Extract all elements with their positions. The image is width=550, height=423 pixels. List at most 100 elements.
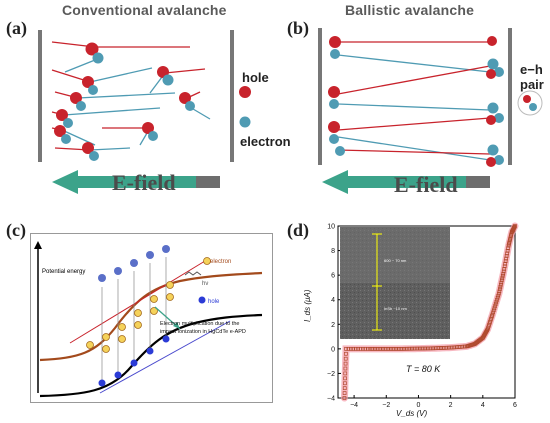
- e-h-pair: [56, 109, 73, 128]
- c-hole-label: hole: [208, 299, 220, 305]
- holes: [98, 296, 206, 387]
- electron-trajectory: [64, 59, 96, 73]
- data-point: [498, 282, 503, 287]
- inset-label: InSb ~10 nm: [384, 306, 407, 311]
- efield-arrow-icon: [52, 170, 215, 194]
- panel-b-diagram: [318, 28, 543, 194]
- data-point: [499, 278, 504, 283]
- data-point: [491, 308, 496, 313]
- e-h-pair: [85, 42, 104, 64]
- data-point: [497, 289, 502, 294]
- panel-d-label: (d): [287, 220, 309, 240]
- x-tick-label: −4: [350, 402, 358, 409]
- efield-label-a: E-field: [112, 170, 176, 195]
- e-h-pair: [142, 122, 158, 141]
- y-tick-label: 2: [331, 322, 335, 329]
- data-point: [342, 391, 347, 395]
- data-point: [491, 310, 495, 315]
- y-tick-label: 4: [331, 297, 335, 304]
- data-point: [342, 396, 347, 400]
- data-point: [498, 285, 503, 289]
- d-temperature: T = 80 K: [406, 364, 441, 374]
- valence-band: [39, 313, 263, 398]
- electron-trajectory: [337, 136, 491, 161]
- data-point: [505, 248, 510, 253]
- data-point: [513, 224, 517, 228]
- hole-trajectory: [337, 65, 491, 95]
- photon-icon: [184, 271, 202, 276]
- electrons: [86, 257, 211, 353]
- e-h-pair: [82, 142, 99, 161]
- data-point: [500, 276, 505, 280]
- data-point: [505, 251, 509, 256]
- e-h-pair: [179, 92, 195, 111]
- x-tick-label: 0: [417, 402, 421, 409]
- c-hv-label: hν: [202, 281, 208, 287]
- e-h-pair: [329, 36, 341, 59]
- d-xlabel: V_ds (V): [396, 409, 427, 418]
- y-tick-label: 10: [327, 224, 335, 231]
- data-point: [343, 361, 348, 366]
- y-tick-label: 6: [331, 273, 335, 280]
- hole-trajectory: [164, 68, 206, 74]
- e-h-pair: [486, 102, 504, 125]
- panel-c-label: (c): [6, 220, 26, 240]
- data-point: [503, 259, 508, 263]
- electron-trajectory: [337, 54, 491, 73]
- y-tick-label: 8: [331, 248, 335, 255]
- data-point: [497, 291, 501, 296]
- hole-legend-icon: [239, 86, 251, 98]
- hole-legend-label: hole: [242, 70, 269, 85]
- carrier-pairs: [54, 42, 195, 161]
- e-h-pair: [486, 144, 504, 167]
- eh-pair-legend-label: e−h pair: [520, 62, 544, 92]
- data-point: [501, 271, 506, 276]
- data-point: [499, 280, 504, 285]
- data-point: [495, 297, 499, 302]
- y-tick-label: −2: [327, 371, 335, 378]
- e-h-pair: [486, 58, 504, 79]
- panel-a-title: Conventional avalanche: [62, 2, 227, 18]
- efield-label-b: E-field: [394, 172, 458, 197]
- data-point: [356, 347, 360, 351]
- data-point: [494, 300, 499, 304]
- data-point: [504, 256, 508, 261]
- electron-legend-label: electron: [240, 134, 291, 149]
- e-h-pair: [82, 76, 98, 95]
- electron-trajectory: [63, 107, 161, 116]
- data-point: [496, 293, 501, 298]
- x-tick-label: −2: [382, 402, 390, 409]
- data-point: [344, 347, 348, 351]
- data-point: [493, 302, 498, 306]
- efield-arrow-icon: [322, 170, 485, 194]
- data-point: [502, 267, 507, 271]
- electron-trajectory: [89, 147, 131, 151]
- data-point: [343, 376, 347, 381]
- e-h-pair: [328, 86, 340, 109]
- panel-c-diagram: Potential energy electron hole hν: [30, 233, 273, 403]
- data-point: [343, 371, 348, 376]
- e-h-pair: [328, 121, 345, 156]
- data-point: [492, 306, 497, 311]
- data-point: [485, 328, 490, 332]
- x-tick-label: 2: [449, 402, 453, 409]
- panel-b-title: Ballistic avalanche: [345, 2, 475, 18]
- hole-trajectory: [337, 117, 491, 131]
- x-tick-label: 6: [513, 402, 517, 409]
- data-point: [498, 287, 502, 291]
- data-point: [490, 312, 495, 317]
- inset-label: 600 ~ 70 nm: [384, 258, 407, 263]
- hole-trajectory: [337, 149, 491, 155]
- electron-legend-icon: [239, 116, 251, 128]
- data-point: [495, 295, 500, 300]
- data-point: [503, 261, 508, 266]
- data-point: [353, 347, 358, 351]
- photon-sources: [98, 245, 170, 282]
- electron-trajectory: [77, 92, 176, 99]
- e-h-pair: [54, 125, 71, 144]
- data-point: [365, 347, 370, 351]
- panel-a-label: (a): [6, 18, 27, 38]
- data-point: [343, 366, 348, 371]
- panel-a-diagram: [38, 30, 251, 194]
- c-annotation: Electron multiplication due to the impac…: [160, 321, 246, 335]
